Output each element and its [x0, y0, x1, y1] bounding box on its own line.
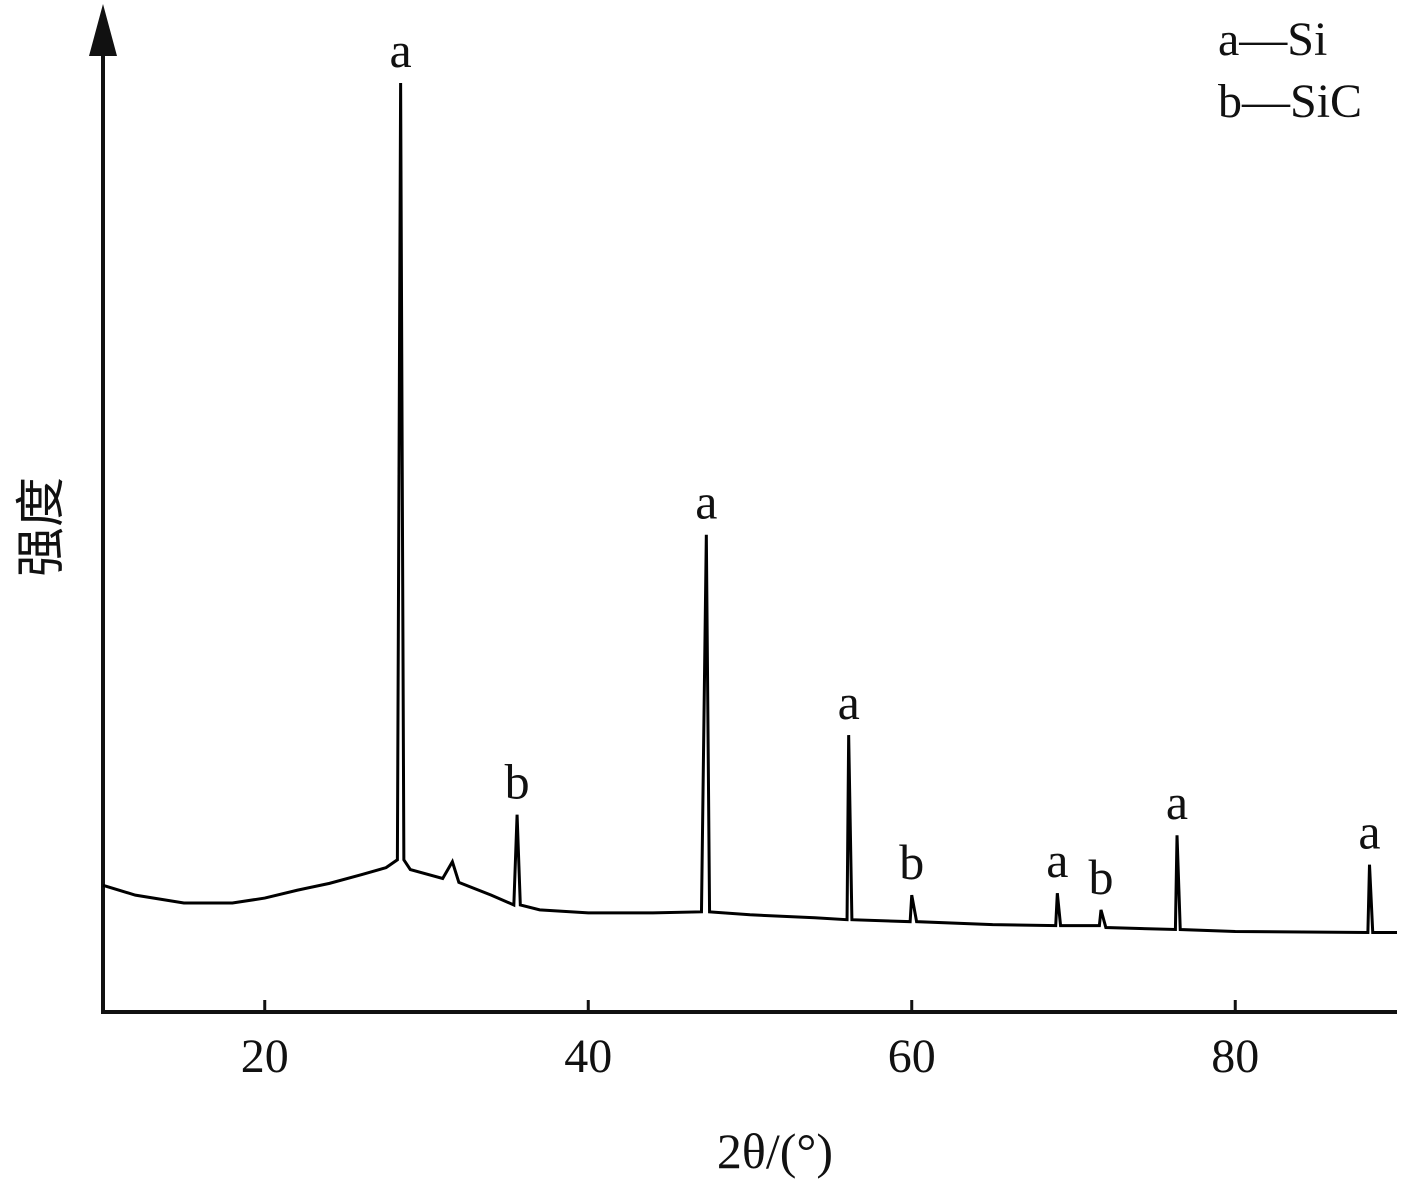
peak-label: a — [390, 22, 412, 78]
data-line — [102, 83, 1397, 934]
peak-label: b — [1088, 849, 1113, 905]
y-axis-arrow — [89, 4, 117, 56]
legend-entry: a—Si — [1218, 13, 1327, 66]
x-axis-label: 2θ/(°) — [717, 1123, 833, 1179]
peak-label: a — [1046, 832, 1068, 888]
peak-label: a — [1166, 774, 1188, 830]
x-tick-label: 40 — [564, 1030, 612, 1083]
peak-label: b — [505, 754, 530, 810]
legend-entry: b—SiC — [1218, 75, 1362, 128]
x-tick-label: 60 — [888, 1030, 936, 1083]
peak-label: a — [695, 474, 717, 530]
peak-label: b — [899, 834, 924, 890]
peak-label: a — [838, 674, 860, 730]
y-axis-label: 强度 — [13, 477, 69, 577]
x-tick-label: 20 — [241, 1030, 289, 1083]
peak-label: a — [1358, 804, 1380, 860]
x-tick-label: 80 — [1211, 1030, 1259, 1083]
